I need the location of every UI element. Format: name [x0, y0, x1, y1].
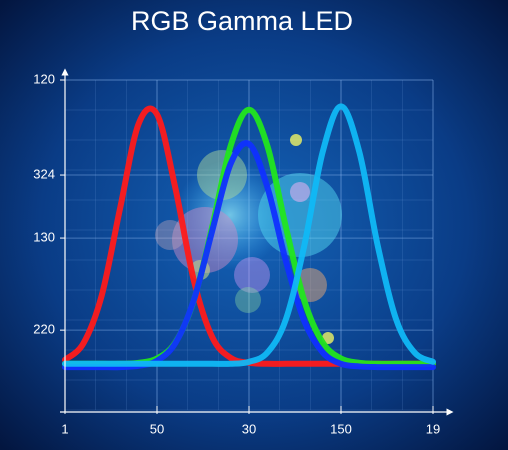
y-tick-label: 130 [33, 230, 55, 245]
series-line [62, 140, 436, 371]
x-tick-label: 150 [330, 421, 352, 436]
x-tick-label: 19 [426, 421, 440, 436]
bokeh-circle [290, 182, 310, 202]
y-tick-label: 120 [33, 71, 55, 86]
x-tick-label: 50 [150, 421, 164, 436]
bokeh-circle [290, 134, 302, 146]
bokeh-circle [234, 257, 270, 293]
bokeh-circle [235, 287, 261, 313]
series-line [62, 103, 436, 367]
glow [175, 160, 285, 270]
series-group [62, 103, 436, 371]
y-tick-label: 220 [33, 322, 55, 337]
x-tick-label: 30 [242, 421, 256, 436]
bokeh-circle [155, 220, 185, 250]
chart-title: RGB Gamma LED [131, 6, 353, 36]
x-tick-label: 1 [61, 421, 68, 436]
y-tick-label: 324 [33, 166, 55, 181]
